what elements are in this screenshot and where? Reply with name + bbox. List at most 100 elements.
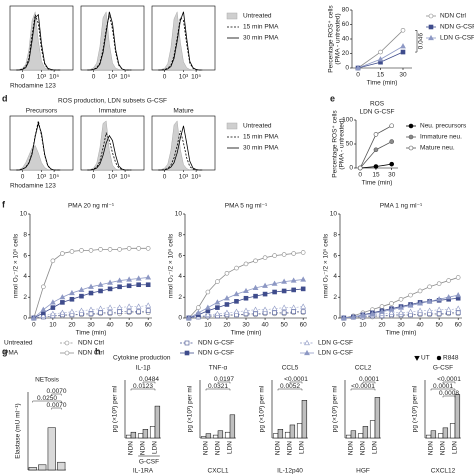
significance-bracket (442, 395, 456, 398)
marker (60, 300, 65, 305)
marker (408, 134, 414, 140)
marker (378, 49, 383, 55)
y-axis-label: Percentage ROS⁺ cells (328, 5, 335, 73)
marker (300, 286, 306, 292)
x-tick-label: 40 (416, 322, 424, 329)
x-tick-label: 0 (92, 74, 96, 81)
annotation: 0.0250 (37, 395, 57, 402)
legend-label: Untreated (243, 123, 272, 130)
marker (117, 309, 122, 315)
marker (64, 340, 70, 346)
density-line (158, 125, 203, 171)
x-tick-label: LDN (299, 441, 306, 454)
y-tick-label: 6 (178, 252, 182, 259)
y-axis-label: pg (×10³) per ml (187, 385, 194, 432)
marker (408, 145, 414, 151)
density-line (158, 16, 203, 71)
marker (455, 292, 462, 298)
marker (69, 296, 75, 302)
marker (407, 302, 414, 308)
y-axis-label: Percentage ROS⁺ cells (332, 110, 339, 178)
marker (224, 302, 230, 307)
marker (145, 302, 152, 308)
marker (388, 309, 395, 315)
chart-title: CCL5 (282, 365, 299, 372)
x-tick-label: 50 (126, 322, 134, 329)
marker (357, 165, 363, 171)
chart-title: CCL2 (355, 365, 372, 372)
series-line (359, 141, 392, 169)
significance-bracket (51, 407, 62, 410)
y-axis-label: pg (×10³) per ml (112, 385, 119, 432)
marker (304, 349, 310, 356)
x-tick-label: 10 (49, 322, 57, 329)
marker (69, 249, 75, 254)
marker (291, 287, 296, 293)
bar (217, 430, 224, 439)
marker (49, 299, 56, 305)
marker (243, 261, 249, 267)
density-area (16, 145, 61, 171)
x-tick-label: 10 (359, 322, 367, 329)
y-tick-label: 8 (23, 232, 27, 239)
marker (428, 24, 434, 30)
x-tick-label: LDN (152, 441, 159, 454)
marker (389, 161, 395, 167)
marker (369, 310, 376, 316)
y-tick-label: 2 (178, 294, 182, 301)
marker (50, 258, 56, 264)
marker (224, 295, 230, 301)
y-tick-label: 2 (333, 294, 337, 301)
chart-title: TNF-α (209, 365, 228, 372)
marker (214, 299, 221, 305)
significance-bracket (430, 388, 456, 391)
marker (214, 310, 221, 316)
marker (408, 292, 413, 298)
marker (88, 283, 94, 289)
bar (289, 424, 296, 439)
panel-letter: g (2, 346, 8, 356)
bar (449, 423, 456, 439)
x-tick-label: 60 (455, 322, 463, 329)
x-tick-label: 10³ (179, 74, 189, 81)
marker (304, 339, 310, 346)
y-tick-label: 4 (178, 273, 182, 280)
chart-title: PMA 1 ng ml⁻¹ (380, 203, 423, 210)
next-title: CXCL1 (208, 468, 229, 474)
bar (229, 414, 236, 439)
y-tick-label: 40 (342, 36, 350, 43)
marker (428, 13, 434, 19)
y-tick-label: 0 (333, 315, 337, 322)
marker (355, 64, 361, 71)
chart-title: IL-1β (136, 365, 151, 372)
marker (126, 309, 132, 315)
marker (455, 305, 462, 311)
x-tick-label: NDN (348, 441, 355, 455)
x-tick-label: 20 (68, 322, 76, 329)
bar (301, 400, 308, 439)
legend-label: NDN Ctrl (78, 350, 105, 357)
marker (145, 274, 152, 280)
x-tick-label: 0 (187, 322, 191, 329)
marker (98, 247, 103, 252)
y-axis-label: nmol O₂⁻/2 × 10⁵ cells (13, 233, 20, 298)
density-area (16, 11, 61, 71)
y-axis-label: nmol O₂⁻/2 × 10⁵ cells (323, 233, 330, 298)
marker (446, 278, 451, 283)
x-tick-label: LDN (372, 441, 379, 454)
bar (47, 427, 56, 471)
marker (281, 278, 288, 284)
marker (373, 132, 379, 137)
marker (417, 307, 423, 313)
marker (388, 306, 395, 312)
x-tick-label: 0 (342, 322, 346, 329)
marker (253, 258, 258, 264)
x-tick-label: NDN (440, 441, 447, 455)
legend-label: NDN G-CSF (198, 340, 234, 347)
bar (277, 429, 284, 439)
marker (252, 306, 259, 312)
series-line (359, 125, 392, 169)
marker (126, 303, 133, 309)
marker (234, 299, 239, 304)
density-line (87, 11, 132, 71)
